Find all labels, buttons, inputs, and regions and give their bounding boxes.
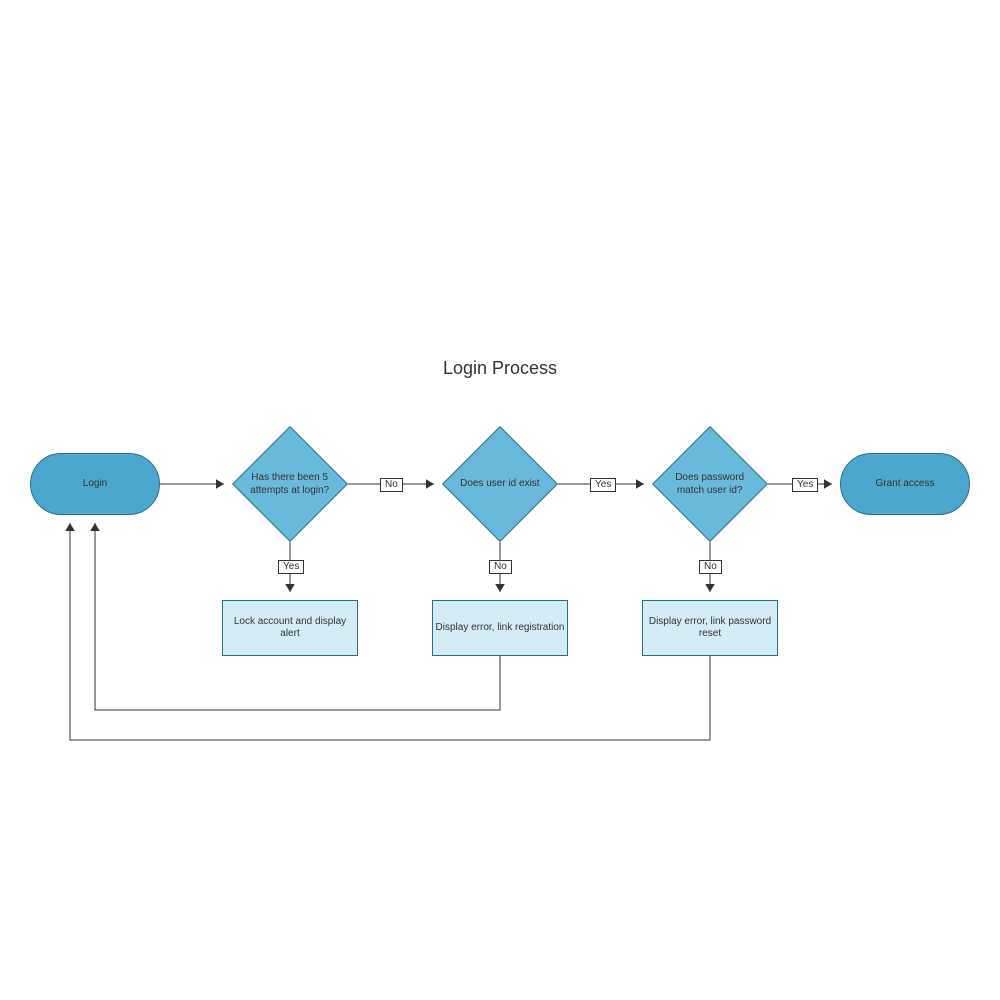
- node-label: Login: [83, 478, 107, 491]
- arrowhead: [216, 479, 224, 489]
- node-label: Has there been 5 attempts at login?: [250, 471, 330, 496]
- arrowhead: [636, 479, 644, 489]
- node-lock-account: Lock account and display alert: [222, 600, 358, 656]
- node-label: Lock account and display alert: [223, 616, 357, 641]
- node-grant-access: Grant access: [840, 453, 970, 515]
- diagram-title: Login Process: [0, 358, 1000, 379]
- edge-label: No: [489, 560, 512, 574]
- node-decision-pwmatch: Does password match user id?: [652, 426, 768, 542]
- edge-e9: [70, 523, 710, 740]
- arrowhead: [426, 479, 434, 489]
- arrowhead: [285, 584, 295, 592]
- arrowhead: [705, 584, 715, 592]
- edge-label: Yes: [792, 478, 818, 492]
- node-link-password-reset: Display error, link password reset: [642, 600, 778, 656]
- edge-label: No: [699, 560, 722, 574]
- edge-label: Yes: [278, 560, 304, 574]
- node-login: Login: [30, 453, 160, 515]
- flowchart-canvas: Login Process Login Has there been 5 att…: [0, 0, 1000, 1000]
- node-label: Does user id exist: [460, 478, 540, 491]
- node-label: Display error, link password reset: [643, 616, 777, 641]
- edge-label: No: [380, 478, 403, 492]
- arrowhead: [824, 479, 832, 489]
- node-label: Display error, link registration: [436, 622, 565, 635]
- node-label: Grant access: [876, 478, 935, 491]
- arrowhead: [495, 584, 505, 592]
- edge-label: Yes: [590, 478, 616, 492]
- arrowhead: [65, 523, 75, 531]
- node-decision-attempts: Has there been 5 attempts at login?: [232, 426, 348, 542]
- node-decision-userexist: Does user id exist: [442, 426, 558, 542]
- node-label: Does password match user id?: [670, 471, 750, 496]
- arrowhead: [90, 523, 100, 531]
- node-link-registration: Display error, link registration: [432, 600, 568, 656]
